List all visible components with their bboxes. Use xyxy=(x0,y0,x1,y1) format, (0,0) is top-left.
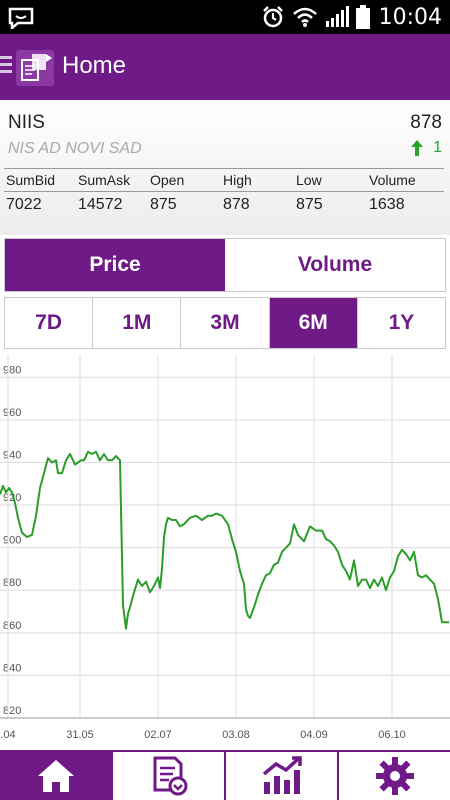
x-tick-label: 06.10 xyxy=(378,729,406,741)
nav-market[interactable] xyxy=(226,752,339,800)
stock-symbol: NIIS xyxy=(8,112,45,133)
battery-icon xyxy=(355,5,370,29)
y-tick-label: 840 xyxy=(3,662,21,674)
x-tick-label: 31.05 xyxy=(66,729,94,741)
stats-table: SumBid SumAsk Open High Low Volume 7022 … xyxy=(4,168,444,218)
stat-header: SumAsk xyxy=(78,172,131,188)
stat-header: Volume xyxy=(369,172,416,188)
stats-value-row: 7022 14572 875 878 875 1638 xyxy=(4,192,444,218)
status-time: 10:04 xyxy=(378,4,442,30)
price-button[interactable]: Price xyxy=(5,239,225,291)
stat-value: 14572 xyxy=(78,196,123,213)
document-icon xyxy=(153,756,187,796)
bottom-nav xyxy=(0,750,450,800)
x-tick-label: 03.08 xyxy=(222,729,250,741)
y-tick-label: 960 xyxy=(3,407,21,419)
quote-panel: NIIS 878 NIS AD NOVI SAD 1 SumBid SumAsk… xyxy=(0,100,450,235)
stat-value: 875 xyxy=(296,196,323,213)
range-tab-3m[interactable]: 3M xyxy=(181,298,270,348)
y-tick-label: 940 xyxy=(3,449,21,461)
message-icon xyxy=(8,7,34,29)
home-icon xyxy=(37,760,74,792)
nav-home[interactable] xyxy=(0,752,113,800)
chart-icon xyxy=(262,756,302,794)
stat-header: Low xyxy=(296,172,322,188)
range-tabs: 7D 1M 3M 6M 1Y xyxy=(4,297,446,349)
range-tab-6m[interactable]: 6M xyxy=(269,298,358,348)
volume-button[interactable]: Volume xyxy=(225,239,445,291)
alarm-icon xyxy=(262,6,283,28)
stat-header: Open xyxy=(150,172,185,188)
y-tick-label: 980 xyxy=(3,364,21,376)
y-tick-label: 860 xyxy=(3,620,21,632)
x-tick-label: 04.09 xyxy=(300,729,328,741)
arrow-up-icon xyxy=(411,140,424,156)
stat-header: SumBid xyxy=(6,172,56,188)
menu-icon[interactable] xyxy=(0,56,14,77)
change-value: 1 xyxy=(433,139,442,156)
range-tab-1y[interactable]: 1Y xyxy=(357,298,446,348)
price-change: 1 xyxy=(411,139,442,157)
status-bar: 10:04 xyxy=(0,0,450,34)
app-bar: Home xyxy=(0,34,450,100)
y-tick-label: 900 xyxy=(3,535,21,547)
wifi-icon xyxy=(292,7,317,27)
nav-settings[interactable] xyxy=(339,752,450,800)
range-tab-7d[interactable]: 7D xyxy=(5,298,94,348)
signal-icon xyxy=(325,6,349,27)
nav-portfolio[interactable] xyxy=(113,752,226,800)
company-name: NIS AD NOVI SAD xyxy=(8,140,142,157)
page-title: Home xyxy=(62,52,127,79)
y-tick-label: 880 xyxy=(3,577,21,589)
last-price: 878 xyxy=(410,112,442,133)
stats-header-row: SumBid SumAsk Open High Low Volume xyxy=(4,168,444,192)
range-tab-1m[interactable]: 1M xyxy=(93,298,182,348)
x-tick-label: 02.07 xyxy=(144,729,172,741)
stat-value: 1638 xyxy=(369,196,405,213)
view-toggle: Price Volume xyxy=(4,238,446,292)
price-series-line xyxy=(0,450,449,630)
stat-header: High xyxy=(223,172,252,188)
stat-value: 7022 xyxy=(6,196,42,213)
app-logo-icon xyxy=(16,50,54,86)
x-tick-label: .04 xyxy=(0,729,15,741)
y-tick-label: 820 xyxy=(3,705,21,717)
stat-value: 875 xyxy=(150,196,177,213)
stat-value: 878 xyxy=(223,196,250,213)
gear-icon xyxy=(375,757,414,795)
